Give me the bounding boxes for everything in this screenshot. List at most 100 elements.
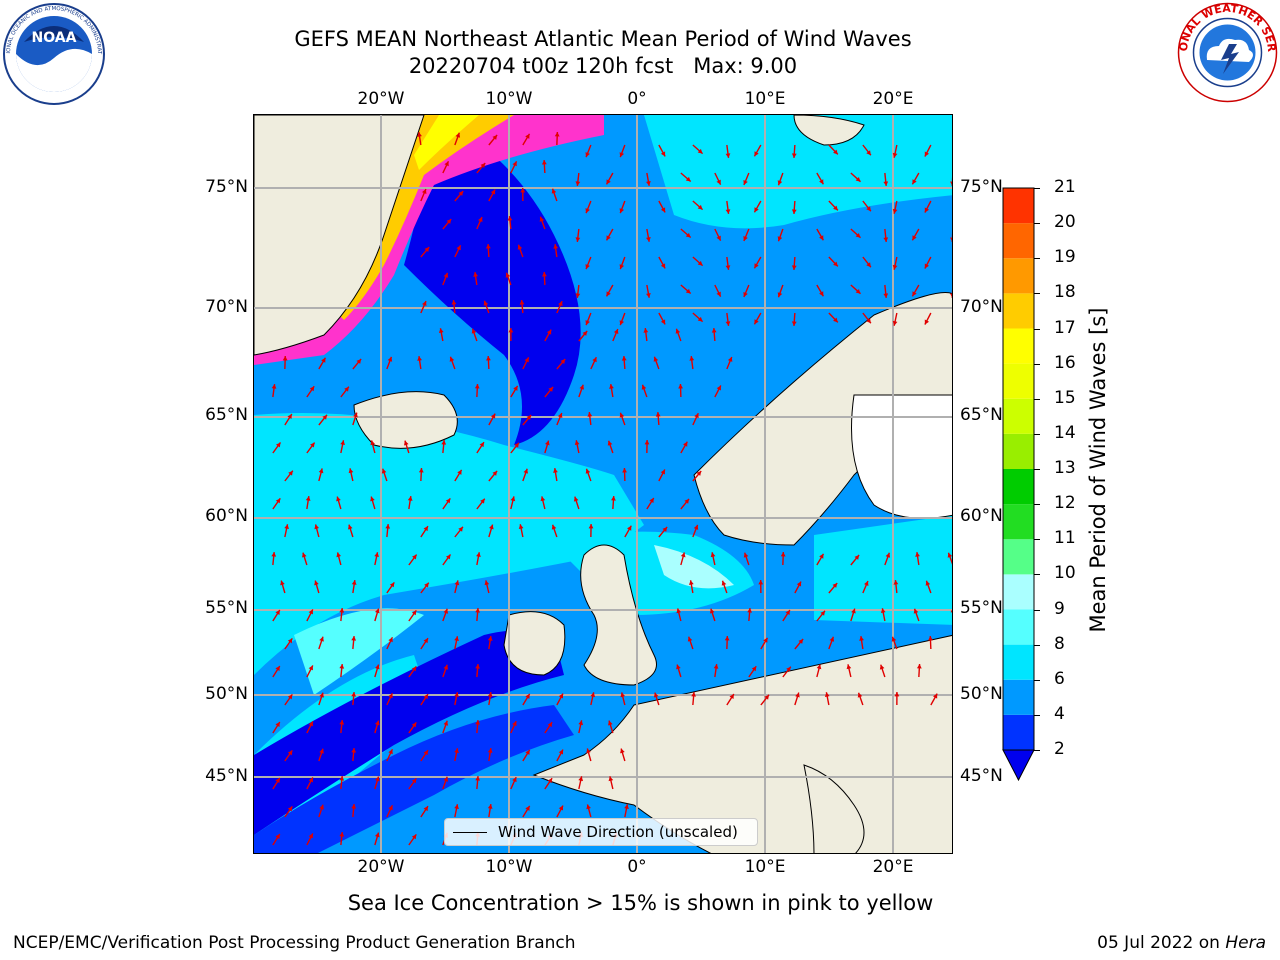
colorbar-segment (1003, 188, 1034, 224)
wave-direction-arrowhead (305, 496, 311, 501)
wave-direction-arrowhead (606, 179, 611, 185)
wave-direction-arrowhead (709, 608, 715, 614)
wave-direction-arrowhead (947, 552, 952, 558)
wave-direction-arrowhead (553, 244, 559, 249)
colorbar-tick-mark (1034, 469, 1040, 470)
wave-direction-arrowhead (486, 356, 491, 361)
colorbar-tick-mark (1034, 750, 1040, 751)
wave-direction-arrowhead (891, 636, 897, 642)
wave-direction-arrowhead (950, 237, 952, 242)
wave-direction-arrowhead (751, 666, 757, 672)
wave-direction-arrowhead (525, 805, 530, 811)
wave-direction-arrowhead (795, 692, 800, 698)
wave-direction-arrowhead (606, 235, 611, 241)
field-4-6s-baltic (814, 515, 952, 625)
wave-direction-arrowhead (608, 720, 613, 726)
wave-direction-arrowhead (474, 384, 480, 389)
wave-direction-arrowhead (725, 209, 731, 214)
wave-direction-arrowhead (451, 300, 457, 305)
wave-direction-arrowhead (339, 720, 345, 725)
wave-direction-arrowhead (319, 636, 324, 642)
map-plot-area (253, 114, 953, 854)
wave-direction-arrowhead (924, 207, 930, 213)
wave-direction-arrowhead (928, 636, 933, 641)
wave-direction-arrowhead (271, 384, 277, 389)
wave-direction-arrowhead (857, 692, 863, 698)
wave-direction-arrowhead (791, 265, 797, 270)
colorbar-segment (1003, 679, 1034, 715)
wave-direction-arrowhead (445, 554, 451, 560)
wave-direction-arrowhead (479, 442, 484, 448)
ireland-land (503, 611, 566, 676)
wave-direction-arrowhead (592, 357, 597, 363)
wave-direction-arrowhead (697, 260, 703, 266)
wave-direction-arrowhead (417, 356, 422, 361)
colorbar-tick-label: 8 (1054, 633, 1065, 654)
field-4-6s-barents (644, 115, 952, 229)
wave-direction-arrowhead (859, 636, 864, 641)
colorbar-tick-mark (1034, 679, 1040, 681)
lon-label-bottom: 10°W (485, 857, 533, 877)
wave-direction-arrowhead (716, 179, 721, 185)
wave-direction-arrowhead (582, 331, 588, 336)
colorbar-segment (1003, 504, 1034, 540)
colorbar-tick-mark (1034, 574, 1040, 576)
wave-direction-arrowhead (924, 151, 930, 157)
wave-direction-arrowhead (275, 442, 281, 448)
wave-direction-arrowhead (374, 552, 379, 558)
wave-direction-arrowhead (418, 468, 424, 473)
wave-direction-arrowhead (512, 161, 517, 167)
wave-direction-arrowhead (446, 219, 452, 224)
wave-direction-arrowhead (575, 181, 581, 186)
wave-direction-arrowhead (851, 608, 856, 614)
wave-direction-arrowhead (518, 524, 524, 530)
lat-label-left: 75°N (205, 177, 248, 197)
colorbar-segment (1003, 644, 1034, 680)
wave-direction-arrowhead (786, 666, 791, 672)
wave-direction-arrowhead (351, 804, 357, 809)
wave-direction-arrowhead (627, 525, 632, 531)
wave-direction-arrowhead (950, 609, 952, 613)
wave-direction-arrowhead (557, 412, 563, 418)
wind-wave-direction-arrows (271, 131, 952, 846)
field-2-4s-band (254, 705, 574, 853)
wave-direction-arrowhead (925, 580, 931, 586)
wave-direction-arrowhead (585, 320, 590, 326)
wave-direction-arrowhead (542, 272, 547, 277)
wave-direction-arrowhead (743, 236, 748, 242)
wave-direction-arrowhead (607, 440, 613, 446)
colorbar-tick-mark (1034, 223, 1040, 225)
colorbar-tick-label: 12 (1054, 493, 1076, 514)
wave-direction-arrowhead (685, 288, 691, 294)
wave-direction-arrowhead (539, 216, 545, 222)
wave-direction-arrowhead (523, 468, 528, 474)
wave-direction-arrowhead (606, 291, 611, 297)
wave-direction-arrowhead (675, 328, 681, 334)
wave-direction-arrowhead (374, 776, 380, 782)
colorbar-tick-mark (1034, 328, 1040, 330)
wave-direction-arrowhead (287, 414, 292, 420)
wave-direction-arrowhead (866, 206, 871, 212)
wave-direction-arrowhead (725, 153, 731, 158)
wave-direction-arrowhead (585, 468, 591, 474)
wave-direction-arrowhead (471, 328, 477, 334)
wave-direction-arrowhead (655, 412, 661, 417)
wave-direction-arrowhead (526, 415, 532, 420)
wave-direction-arrowhead (443, 776, 449, 782)
wave-direction-arrowhead (275, 609, 280, 615)
wave-direction-arrowhead (551, 524, 557, 530)
colorbar-segment (1003, 539, 1034, 575)
footer-credit: NCEP/EMC/Verification Post Processing Pr… (13, 933, 576, 953)
wave-direction-arrowhead (423, 638, 428, 644)
italy-land (803, 764, 865, 853)
wave-direction-arrowhead (280, 580, 285, 586)
wave-direction-arrowhead (475, 776, 481, 781)
wave-direction-arrowhead (388, 637, 393, 643)
wave-direction-arrowhead (271, 552, 277, 557)
wave-direction-arrowhead (916, 664, 922, 669)
colorbar-tick-mark (1034, 398, 1040, 400)
wave-direction-arrowhead (725, 321, 731, 326)
wave-direction-arrowhead (407, 496, 413, 501)
lat-label-right: 45°N (960, 766, 1003, 786)
wave-direction-arrowhead (558, 693, 564, 699)
